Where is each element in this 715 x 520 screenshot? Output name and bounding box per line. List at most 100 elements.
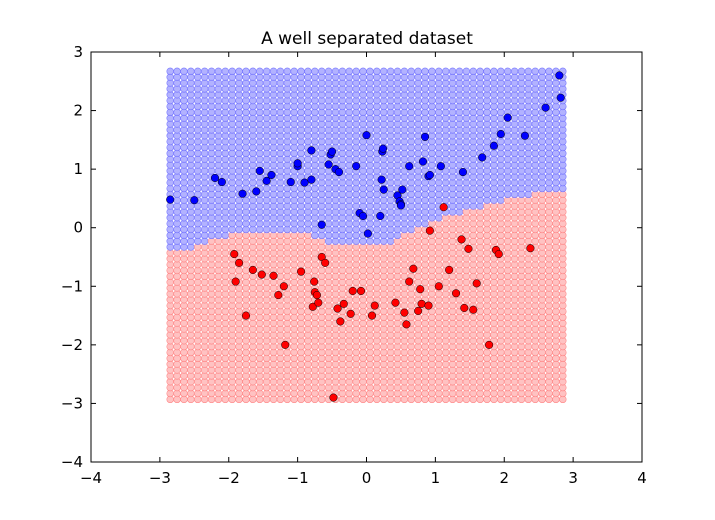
region-cell-blue [545, 67, 553, 76]
data-point-blue [379, 185, 388, 194]
data-point-blue [267, 170, 276, 180]
data-point-red [339, 299, 348, 308]
region-cell-blue [311, 67, 319, 76]
region-cell-blue [476, 67, 484, 76]
region-cell-blue [386, 67, 395, 76]
data-point-blue [324, 160, 333, 169]
data-point-blue [293, 159, 302, 168]
region-cell-blue [200, 67, 209, 76]
y-tick-label: −1 [61, 277, 83, 295]
region-cell-blue [359, 67, 367, 76]
data-point-red [248, 265, 257, 274]
data-point-blue [405, 162, 414, 171]
region-cell-blue [256, 67, 264, 76]
region-cell-blue [490, 67, 498, 76]
y-tick-label: −2 [61, 336, 83, 354]
region-cell-blue [455, 67, 464, 76]
data-point-red [417, 299, 426, 308]
data-point-blue [300, 178, 309, 187]
region-cell-blue [318, 67, 326, 76]
region-cell-blue [366, 67, 374, 76]
region-cell-blue [173, 67, 181, 76]
data-point-red [402, 320, 411, 329]
x-tick-label: 1 [431, 469, 441, 487]
data-point-red [414, 306, 423, 315]
x-tick-label: −2 [218, 469, 240, 487]
data-point-blue [317, 220, 326, 229]
region-cell-blue [187, 67, 195, 76]
region-cell-blue [531, 67, 539, 76]
data-point-red [312, 291, 321, 300]
data-point-red [329, 393, 338, 402]
data-point-blue [376, 211, 385, 221]
region-cell-blue [483, 67, 491, 76]
x-tick-label: 2 [499, 469, 509, 487]
region-cell-blue [290, 67, 298, 76]
data-point-red [297, 267, 306, 276]
data-point-red [336, 317, 345, 326]
region-cell-blue [214, 67, 223, 76]
data-point-blue [503, 113, 512, 122]
region-cell-blue [221, 67, 230, 76]
data-point-red [494, 250, 503, 259]
data-point-red [526, 244, 535, 253]
region-cell-blue [166, 67, 174, 76]
region-cell-blue [414, 67, 422, 76]
region-cell-blue [524, 67, 533, 76]
region-cell-blue [283, 67, 291, 76]
data-point-red [367, 311, 377, 320]
data-point-blue [359, 211, 368, 221]
region-cell-blue [331, 67, 340, 76]
data-point-blue [496, 129, 505, 139]
data-point-blue [555, 71, 564, 80]
x-tick-label: 0 [362, 469, 372, 487]
region-cell-blue [400, 67, 409, 76]
data-point-blue [362, 131, 371, 140]
data-point-red [356, 286, 366, 296]
data-point-blue [352, 162, 361, 171]
x-tick-label: 4 [637, 469, 647, 487]
data-point-blue [378, 144, 388, 153]
region-cell-blue [242, 67, 250, 76]
x-tick-label: 3 [568, 469, 578, 487]
data-point-blue [286, 177, 295, 187]
data-point-red [472, 279, 481, 288]
region-cell-blue [262, 67, 271, 76]
data-point-red [464, 244, 473, 253]
data-point-blue [396, 201, 405, 210]
region-cell-blue [442, 67, 450, 76]
data-point-blue [363, 229, 372, 238]
region-cell-blue [393, 67, 402, 76]
data-point-blue [307, 175, 316, 184]
data-point-red [235, 258, 244, 267]
region-cell-blue [517, 67, 526, 76]
data-point-blue [458, 168, 467, 177]
data-point-blue [334, 168, 344, 177]
data-point-blue [556, 93, 565, 102]
data-point-blue [377, 175, 386, 184]
region-cell-blue [324, 67, 333, 76]
y-tick-label: −3 [61, 394, 83, 412]
data-point-red [460, 303, 469, 313]
data-point-red [434, 282, 443, 291]
data-point-blue [520, 131, 529, 140]
region-cell-blue [503, 67, 512, 76]
data-point-blue [398, 185, 407, 194]
region-cell-blue [510, 67, 519, 76]
region-cell-blue [469, 67, 477, 76]
data-point-red [416, 285, 425, 294]
data-point-blue [418, 157, 428, 166]
region-cell-blue [207, 67, 216, 76]
data-point-red [485, 340, 494, 349]
region-cell-blue [435, 67, 443, 76]
x-tick-label: −4 [80, 469, 102, 487]
region-cell-blue [373, 67, 381, 76]
y-tick-label: −4 [61, 453, 83, 471]
data-point-blue [166, 195, 175, 204]
data-point-blue [425, 170, 434, 180]
data-point-blue [217, 177, 226, 187]
x-tick-label: −3 [149, 469, 171, 487]
data-point-red [231, 277, 240, 286]
data-point-blue [255, 166, 264, 175]
